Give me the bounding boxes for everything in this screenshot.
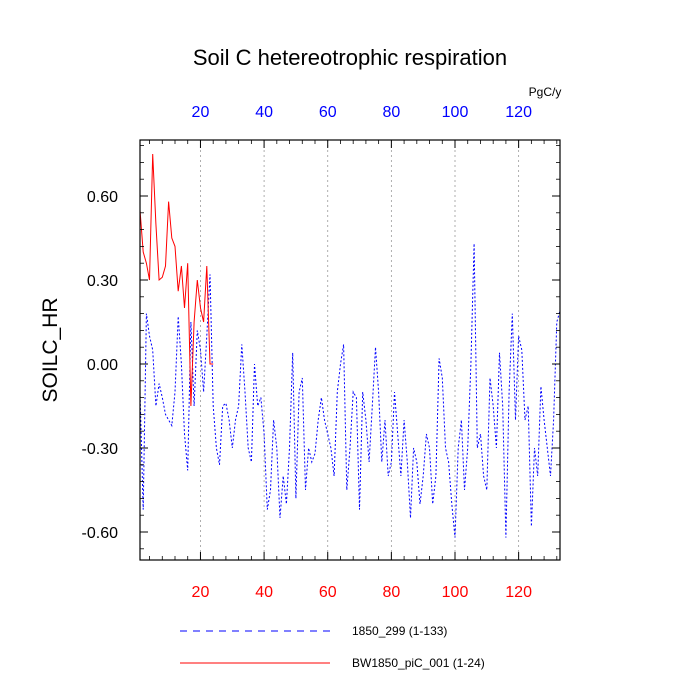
x-tick-label-top: 120 bbox=[505, 104, 532, 121]
plot-frame bbox=[139, 139, 561, 561]
legend-label: BW1850_piC_001 (1-24) bbox=[352, 656, 485, 670]
x-tick-label-top: 60 bbox=[319, 104, 337, 121]
tick-labels: 0.60 0.30 0.00 -0.30 -0.60 20 20 40 40 60 60 80 80 10… bbox=[82, 104, 533, 601]
x-tick-label-top: 40 bbox=[255, 104, 273, 121]
series-line-BW1850_piC_001 bbox=[139, 153, 214, 407]
x-tick-label-top: 100 bbox=[442, 104, 469, 121]
x-tick-label-bottom: 60 bbox=[319, 584, 337, 601]
x-tick-label-bottom: 20 bbox=[192, 584, 210, 601]
x-tick-label-bottom: 120 bbox=[505, 584, 532, 601]
series-lines bbox=[139, 153, 561, 538]
top-axis-unit: PgC/y bbox=[529, 85, 562, 99]
chart-title: Soil C hetereotrophic respiration bbox=[193, 45, 507, 70]
y-tick-label: 0.30 bbox=[87, 273, 118, 290]
y-tick-label: -0.60 bbox=[82, 525, 119, 542]
y-tick-label: -0.30 bbox=[82, 441, 119, 458]
legend: 1850_299 (1-133) BW1850_piC_001 (1-24) bbox=[180, 624, 485, 670]
x-tick-label-bottom: 80 bbox=[382, 584, 400, 601]
y-tick-label: 0.00 bbox=[87, 357, 118, 374]
y-tick-label: 0.60 bbox=[87, 189, 118, 206]
x-tick-label-bottom: 100 bbox=[442, 584, 469, 601]
y-axis-label: SOILC_HR bbox=[39, 297, 62, 402]
x-tick-label-top: 20 bbox=[192, 104, 210, 121]
x-tick-label-bottom: 40 bbox=[255, 584, 273, 601]
gridlines bbox=[200, 140, 520, 560]
series-line-1850_299 bbox=[139, 243, 561, 538]
legend-label: 1850_299 (1-133) bbox=[352, 624, 447, 638]
axis-ticks bbox=[140, 140, 560, 560]
x-tick-label-top: 80 bbox=[382, 104, 400, 121]
